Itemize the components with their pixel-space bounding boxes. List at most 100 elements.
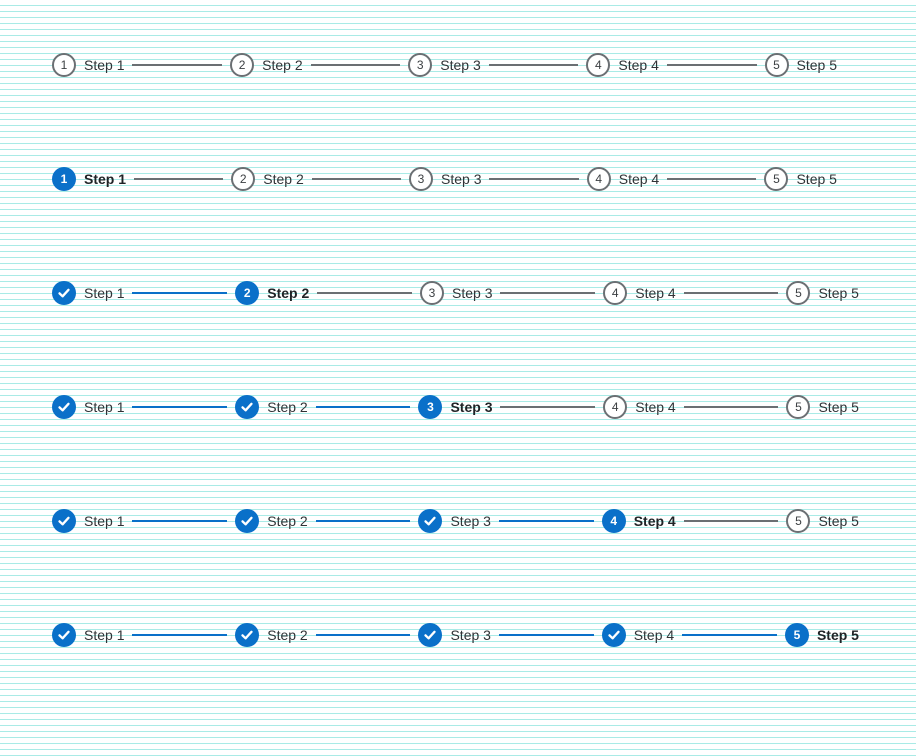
step-number-badge: 4: [603, 281, 628, 305]
step-1[interactable]: Step 1: [52, 623, 124, 647]
step-connector: [315, 406, 411, 408]
step-1[interactable]: Step 1: [52, 281, 124, 305]
step-4[interactable]: 4 Step 4: [586, 53, 659, 77]
step-connector: [500, 292, 596, 294]
step-connector: [132, 64, 223, 66]
step-label: Step 3: [440, 57, 481, 73]
step-4[interactable]: 4 Step 4: [601, 509, 676, 533]
step-2[interactable]: 2 Step 2: [231, 167, 304, 191]
step-connector: [315, 520, 411, 522]
step-connector: [317, 292, 412, 294]
step-number-badge: 5: [786, 281, 811, 305]
step-number-badge: 5: [784, 623, 809, 647]
step-2[interactable]: Step 2: [235, 509, 308, 533]
step-label: Step 3: [452, 285, 493, 301]
step-5[interactable]: 5 Step 5: [786, 281, 859, 305]
check-icon: [235, 509, 260, 533]
step-2[interactable]: 2 Step 2: [235, 281, 309, 305]
step-5[interactable]: 5 Step 5: [764, 53, 837, 77]
step-label: Step 1: [84, 399, 125, 415]
step-number-badge: 5: [786, 509, 811, 533]
step-1[interactable]: Step 1: [52, 509, 124, 533]
step-4[interactable]: 4 Step 4: [603, 281, 676, 305]
check-mark: [241, 630, 253, 640]
check-mark: [608, 630, 620, 640]
step-number-badge: 4: [586, 167, 611, 191]
step-label: Step 1: [84, 627, 125, 643]
step-number-badge: 3: [420, 281, 444, 305]
step-2[interactable]: Step 2: [235, 623, 308, 647]
step-3[interactable]: 3 Step 3: [408, 53, 481, 77]
check-icon: [52, 509, 76, 533]
step-connector: [311, 178, 401, 180]
step-connector: [132, 520, 228, 522]
step-1[interactable]: 1 Step 1: [52, 167, 126, 191]
check-icon: [52, 623, 76, 647]
step-label: Step 2: [262, 57, 303, 73]
step-label: Step 2: [267, 285, 310, 301]
step-number-badge: 4: [586, 53, 611, 77]
step-number-badge: 3: [408, 53, 433, 77]
step-3[interactable]: 3 Step 3: [409, 167, 481, 191]
step-2[interactable]: Step 2: [235, 395, 308, 419]
check-mark: [58, 516, 70, 526]
check-mark: [58, 630, 70, 640]
step-label: Step 1: [84, 285, 125, 301]
check-mark: [58, 288, 70, 298]
step-5[interactable]: 5 Step 5: [786, 509, 859, 533]
check-icon: [418, 509, 443, 533]
step-5[interactable]: 5 Step 5: [786, 395, 859, 419]
step-connector: [134, 178, 224, 180]
step-4[interactable]: Step 4: [601, 623, 675, 647]
step-3[interactable]: Step 3: [418, 623, 491, 647]
check-mark: [241, 516, 253, 526]
step-connector: [310, 64, 401, 66]
step-1[interactable]: Step 1: [52, 395, 124, 419]
step-number-badge: 5: [786, 395, 811, 419]
step-5[interactable]: 5 Step 5: [784, 623, 859, 647]
step-connector: [683, 292, 779, 294]
step-label: Step 4: [618, 171, 660, 187]
step-label: Step 5: [816, 627, 859, 643]
step-4[interactable]: 4 Step 4: [586, 167, 660, 191]
step-label: Step 4: [633, 513, 676, 529]
step-connector: [500, 406, 596, 408]
stepper: 1 Step 1 2 Step 2 3 Step 3 4 Step 4 5 Step 5: [52, 53, 837, 77]
stepper: Step 1 Step 2 Step 3 Step 4 5 Step 5: [52, 623, 859, 647]
step-label: Step 5: [796, 171, 837, 187]
step-1[interactable]: 1 Step 1: [52, 53, 124, 77]
step-number-badge: 4: [603, 395, 628, 419]
stepper: 1 Step 1 2 Step 2 3 Step 3 4 Step 4 5 Step 5: [52, 167, 837, 191]
step-label: Step 2: [263, 171, 304, 187]
check-mark: [424, 516, 437, 526]
step-label: Step 1: [84, 171, 127, 187]
step-connector: [489, 178, 579, 180]
step-label: Step 2: [267, 513, 308, 529]
check-icon: [235, 623, 260, 647]
step-number-badge: 5: [764, 53, 789, 77]
step-number-badge: 1: [52, 53, 76, 77]
step-5[interactable]: 5 Step 5: [764, 167, 837, 191]
step-label: Step 3: [450, 513, 491, 529]
step-label: Step 4: [635, 285, 676, 301]
step-label: Step 5: [818, 285, 859, 301]
step-number-badge: 2: [235, 281, 260, 305]
step-connector: [132, 406, 228, 408]
step-4[interactable]: 4 Step 4: [603, 395, 676, 419]
step-connector: [666, 64, 757, 66]
check-mark: [58, 402, 70, 412]
step-label: Step 3: [441, 171, 482, 187]
step-3[interactable]: 3 Step 3: [418, 395, 492, 419]
step-label: Step 5: [818, 399, 859, 415]
stepper: Step 1 2 Step 2 3 Step 3 4 Step 4 5 Step 5: [52, 281, 859, 305]
step-connector: [683, 406, 779, 408]
step-label: Step 4: [633, 627, 675, 643]
step-2[interactable]: 2 Step 2: [230, 53, 303, 77]
step-number-badge: 5: [764, 167, 789, 191]
check-icon: [235, 395, 260, 419]
step-connector: [132, 634, 228, 636]
step-number-badge: 2: [230, 53, 255, 77]
step-label: Step 1: [84, 57, 125, 73]
step-3[interactable]: 3 Step 3: [420, 281, 492, 305]
step-3[interactable]: Step 3: [418, 509, 491, 533]
